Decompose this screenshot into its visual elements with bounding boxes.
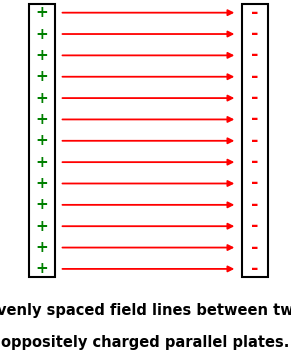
Text: -: - xyxy=(251,4,258,22)
Bar xyxy=(29,4,55,277)
Text: +: + xyxy=(36,133,49,148)
Text: +: + xyxy=(36,197,49,212)
Text: -: - xyxy=(251,153,258,171)
Text: -: - xyxy=(251,196,258,214)
Text: +: + xyxy=(36,48,49,63)
Text: +: + xyxy=(36,91,49,105)
Text: -: - xyxy=(251,260,258,278)
Text: +: + xyxy=(36,240,49,255)
Text: +: + xyxy=(36,155,49,170)
Text: -: - xyxy=(251,132,258,150)
Text: +: + xyxy=(36,26,49,42)
Text: +: + xyxy=(36,69,49,84)
Bar xyxy=(242,4,268,277)
Text: -: - xyxy=(251,46,258,64)
Text: +: + xyxy=(36,176,49,191)
Text: -: - xyxy=(251,25,258,43)
Text: -: - xyxy=(251,174,258,192)
Text: -: - xyxy=(251,239,258,257)
Text: +: + xyxy=(36,219,49,234)
Text: -: - xyxy=(251,89,258,107)
Text: +: + xyxy=(36,5,49,20)
Text: -: - xyxy=(251,110,258,129)
Text: Evenly spaced field lines between two: Evenly spaced field lines between two xyxy=(0,303,291,318)
Text: +: + xyxy=(36,261,49,277)
Text: -: - xyxy=(251,217,258,235)
Text: -: - xyxy=(251,68,258,86)
Text: +: + xyxy=(36,112,49,127)
Text: oppositely charged parallel plates.: oppositely charged parallel plates. xyxy=(1,335,290,351)
